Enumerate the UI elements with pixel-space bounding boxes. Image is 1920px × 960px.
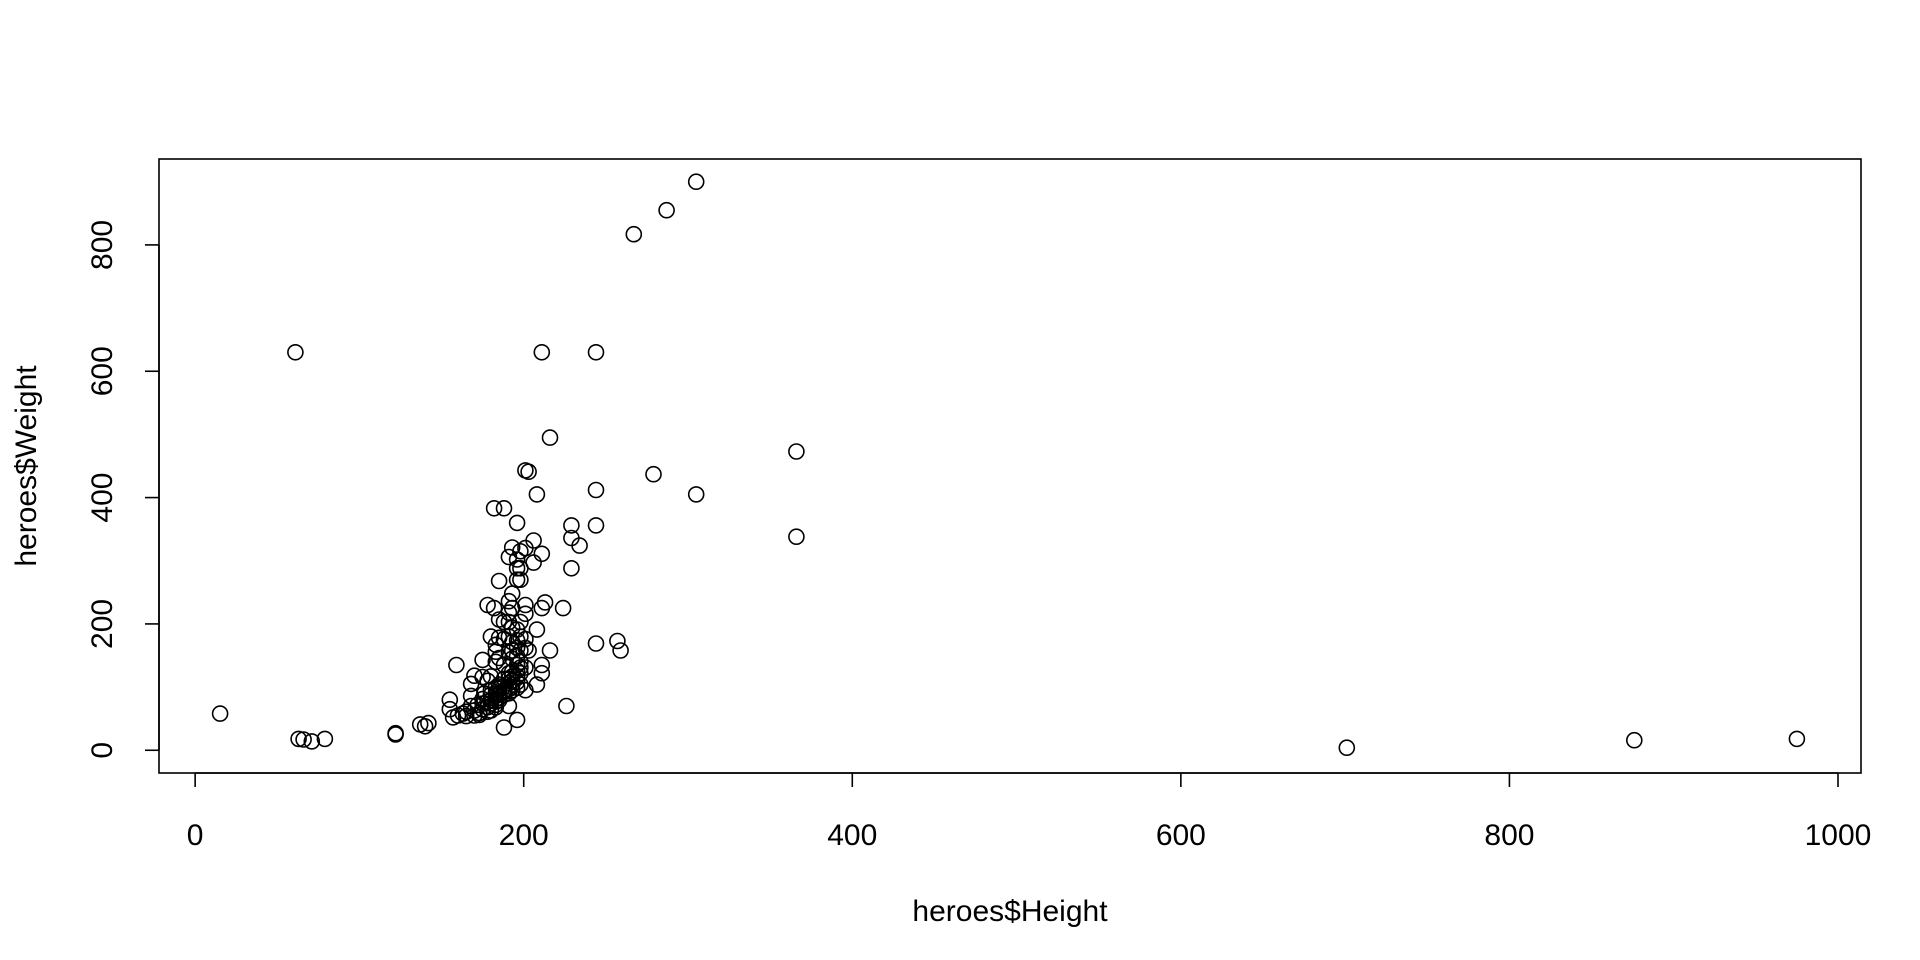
data-point (612, 642, 629, 659)
data-point (508, 551, 526, 568)
data-point (495, 613, 513, 631)
data-point (287, 343, 304, 361)
x-tick-label: 200 (499, 819, 549, 852)
data-point (482, 628, 500, 645)
data-point (420, 714, 437, 732)
data-point (290, 730, 307, 748)
x-tick-label: 600 (1156, 819, 1206, 852)
y-axis: 0 200 400 600 800 (86, 220, 160, 759)
data-point (645, 465, 662, 483)
data-point (525, 554, 542, 571)
data-point (485, 499, 503, 517)
data-point (512, 659, 529, 676)
data-point (541, 642, 559, 659)
data-point (490, 572, 508, 590)
x-tick-label: 0 (187, 819, 204, 852)
data-point (788, 443, 805, 460)
data-point (517, 659, 534, 676)
data-point (563, 559, 580, 577)
x-axis: 0 200 400 600 800 1000 (187, 772, 1872, 852)
data-point (485, 599, 503, 617)
data-point (625, 225, 643, 243)
data-point (512, 664, 529, 682)
data-point (587, 481, 605, 499)
data-point (508, 514, 526, 532)
data-point (609, 632, 626, 650)
data-point (687, 486, 705, 503)
data-point (554, 599, 572, 617)
data-point (295, 731, 312, 748)
data-point (528, 621, 546, 638)
data-point (512, 676, 529, 693)
data-point (500, 685, 518, 702)
data-point (441, 691, 459, 709)
data-point (541, 429, 559, 446)
data-point (533, 656, 551, 674)
data-point (211, 705, 229, 722)
data-point (571, 537, 588, 554)
y-tick-label: 800 (86, 220, 119, 270)
data-point (533, 599, 551, 617)
data-point (517, 596, 534, 614)
data-point (533, 545, 551, 563)
data-point (563, 517, 580, 534)
data-point (387, 726, 404, 743)
data-point (512, 571, 529, 589)
data-point (533, 664, 551, 682)
plot-frame (158, 158, 1862, 774)
data-point (487, 653, 505, 671)
data-point (517, 605, 534, 623)
data-point (536, 594, 554, 611)
x-tick-label: 400 (827, 819, 877, 852)
x-axis-label: heroes$Height (912, 895, 1108, 928)
data-point (525, 532, 542, 549)
data-point (687, 173, 705, 190)
data-point (512, 542, 529, 560)
y-tick-label: 400 (86, 473, 119, 523)
y-tick-label: 0 (86, 742, 119, 759)
data-point (457, 707, 475, 725)
data-point (495, 719, 513, 736)
data-point (500, 697, 518, 715)
y-tick-label: 600 (86, 346, 119, 396)
x-tick-label: 1000 (1805, 819, 1872, 852)
data-point (508, 711, 526, 729)
data-point (517, 630, 534, 648)
data-point (303, 733, 321, 750)
data-point (448, 656, 465, 674)
data-point (558, 697, 575, 715)
data-point (528, 486, 546, 503)
data-point (587, 635, 605, 652)
data-point (1338, 739, 1356, 757)
data-point (658, 201, 675, 219)
data-point (316, 730, 334, 748)
points-layer (211, 173, 1806, 757)
data-point (387, 724, 404, 742)
data-point (1626, 731, 1643, 749)
y-tick-label: 200 (86, 599, 119, 649)
data-point (474, 651, 491, 669)
x-tick-label: 800 (1484, 819, 1534, 852)
data-point (482, 702, 500, 719)
data-point (474, 668, 491, 686)
y-axis-label: heroes$Weight (10, 365, 43, 567)
data-point (1788, 730, 1806, 748)
data-point (520, 463, 537, 481)
data-point (528, 676, 546, 693)
data-point (533, 343, 551, 361)
data-point (520, 642, 537, 659)
data-point (587, 517, 605, 534)
data-point (587, 343, 605, 361)
data-point (416, 717, 434, 735)
data-point (503, 539, 521, 556)
data-point (788, 528, 805, 546)
data-point (517, 639, 534, 657)
data-point (495, 499, 513, 517)
